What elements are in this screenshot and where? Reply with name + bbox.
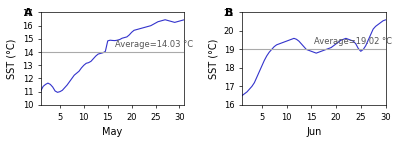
Text: A: A xyxy=(24,8,32,18)
Y-axis label: SST (°C): SST (°C) xyxy=(7,38,17,79)
X-axis label: May: May xyxy=(102,127,123,137)
Y-axis label: SST (°C): SST (°C) xyxy=(208,38,218,79)
Text: B: B xyxy=(225,8,233,18)
Text: Average=14.03 °C: Average=14.03 °C xyxy=(115,40,193,49)
X-axis label: Jun: Jun xyxy=(306,127,322,137)
Text: Average=19.02 °C: Average=19.02 °C xyxy=(314,37,392,46)
